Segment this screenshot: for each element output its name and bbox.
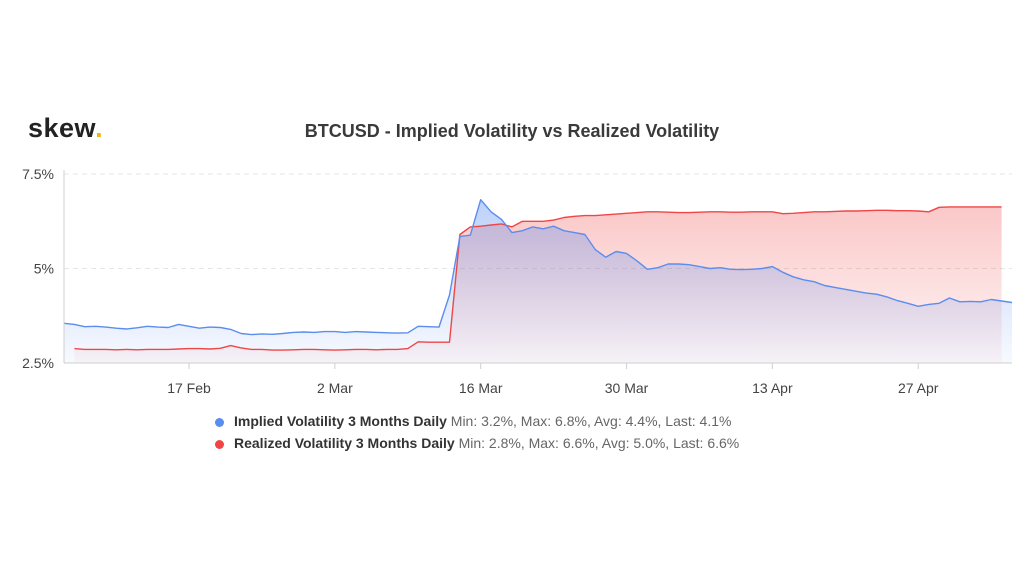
chart-title: BTCUSD - Implied Volatility vs Realized …: [304, 121, 720, 141]
legend-marker-realized-volatility: [215, 439, 224, 449]
legend-item-realized-volatility[interactable]: Realized Volatility 3 Months Daily Min: …: [215, 435, 739, 451]
x-tick-label: 13 Apr: [752, 380, 793, 396]
legend-marker-implied-volatility: [215, 417, 224, 427]
series-areas: [64, 199, 1012, 363]
y-tick-label: 5%: [34, 261, 54, 277]
x-tick-label: 30 Mar: [605, 380, 649, 396]
x-tick-label: 2 Mar: [317, 380, 353, 396]
y-tick-label: 2.5%: [22, 355, 54, 371]
x-tick-label: 17 Feb: [167, 380, 211, 396]
skew-logo: skew.: [28, 113, 104, 143]
x-tick-label: 27 Apr: [898, 380, 939, 396]
implied-volatility-area: [64, 199, 1012, 363]
legend-series-stats: Min: 2.8%, Max: 6.6%, Avg: 5.0%, Last: 6…: [458, 435, 740, 451]
axes: [63, 170, 1012, 369]
legend-series-stats: Min: 3.2%, Max: 6.8%, Avg: 4.4%, Last: 4…: [450, 413, 732, 429]
realized-volatility-line: [74, 206, 1002, 351]
x-tick-label: 16 Mar: [459, 380, 503, 396]
series-lines: [63, 199, 1013, 351]
legend-series-name: Implied Volatility 3 Months Daily: [234, 413, 447, 429]
implied-volatility-line: [63, 199, 1013, 336]
y-tick-label: 7.5%: [22, 166, 54, 182]
legend-item-implied-volatility[interactable]: Implied Volatility 3 Months Daily Min: 3…: [215, 413, 731, 429]
legend-series-name: Realized Volatility 3 Months Daily: [234, 435, 455, 451]
y-axis-tick-labels: 7.5% 5% 2.5%: [22, 166, 54, 371]
x-axis-tick-labels: 17 Feb 2 Mar 16 Mar 30 Mar 13 Apr 27 Apr: [167, 380, 939, 396]
